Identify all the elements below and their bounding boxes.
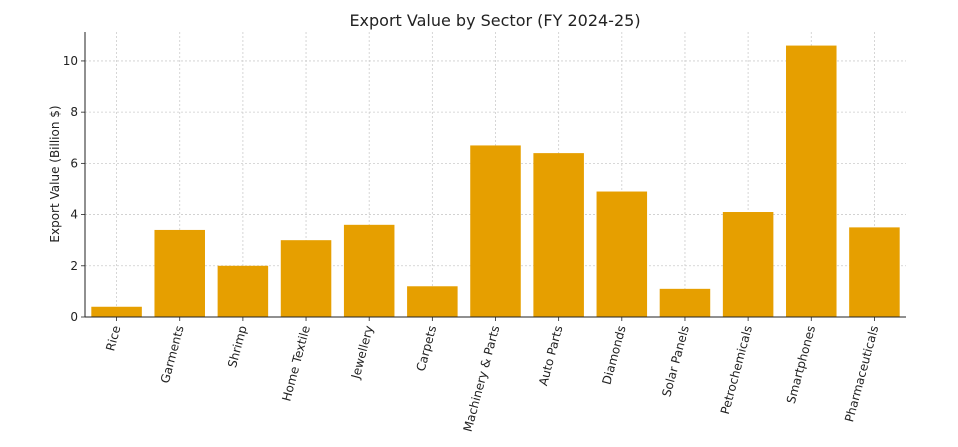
x-tick-label: Carpets xyxy=(414,324,440,373)
x-tick-label: Pharmaceuticals xyxy=(842,324,881,423)
x-tick-label: Petrochemicals xyxy=(718,324,755,416)
bar-pharmaceuticals xyxy=(849,227,900,317)
bars xyxy=(91,45,900,317)
x-tick-label: Auto Parts xyxy=(536,324,565,387)
bar-shrimp xyxy=(217,265,269,317)
x-tick-label: Machinery & Parts xyxy=(461,324,503,433)
y-tick-label: 6 xyxy=(70,156,78,170)
x-tick-label: Solar Panels xyxy=(659,324,691,398)
y-ticks: 0 2 4 6 8 10 xyxy=(63,54,85,324)
x-tick-label: Garments xyxy=(158,324,187,385)
bar-smartphones xyxy=(786,45,837,317)
y-tick-label: 4 xyxy=(70,208,78,222)
chart-title: Export Value by Sector (FY 2024-25) xyxy=(349,11,640,30)
x-tick-label: Smartphones xyxy=(784,324,818,405)
x-tick-label: Diamonds xyxy=(600,324,629,386)
x-tick-label: Rice xyxy=(103,324,123,352)
bar-petrochemicals xyxy=(722,212,774,317)
bar-solar-panels xyxy=(659,288,711,317)
y-tick-label: 8 xyxy=(70,105,78,119)
bar-garments xyxy=(154,229,205,317)
bar-home-textile xyxy=(280,240,332,317)
x-tick-label: Jewellery xyxy=(348,324,376,381)
y-axis-label: Export Value (Billion $) xyxy=(48,105,62,242)
y-tick-label: 2 xyxy=(70,259,78,273)
y-tick-label: 10 xyxy=(63,54,78,68)
x-ticks: Rice Garments Shrimp Home Textile Jewellery C… xyxy=(103,317,881,433)
x-tick-label: Home Textile xyxy=(279,324,313,403)
x-tick-label: Shrimp xyxy=(225,324,250,369)
bar-jewellery xyxy=(343,224,395,317)
bar-auto-parts xyxy=(533,153,584,317)
bar-machinery-parts xyxy=(470,145,521,317)
bar-rice xyxy=(91,306,142,317)
bar-carpets xyxy=(407,286,458,317)
y-tick-label: 0 xyxy=(70,310,78,324)
bar-diamonds xyxy=(596,191,648,317)
